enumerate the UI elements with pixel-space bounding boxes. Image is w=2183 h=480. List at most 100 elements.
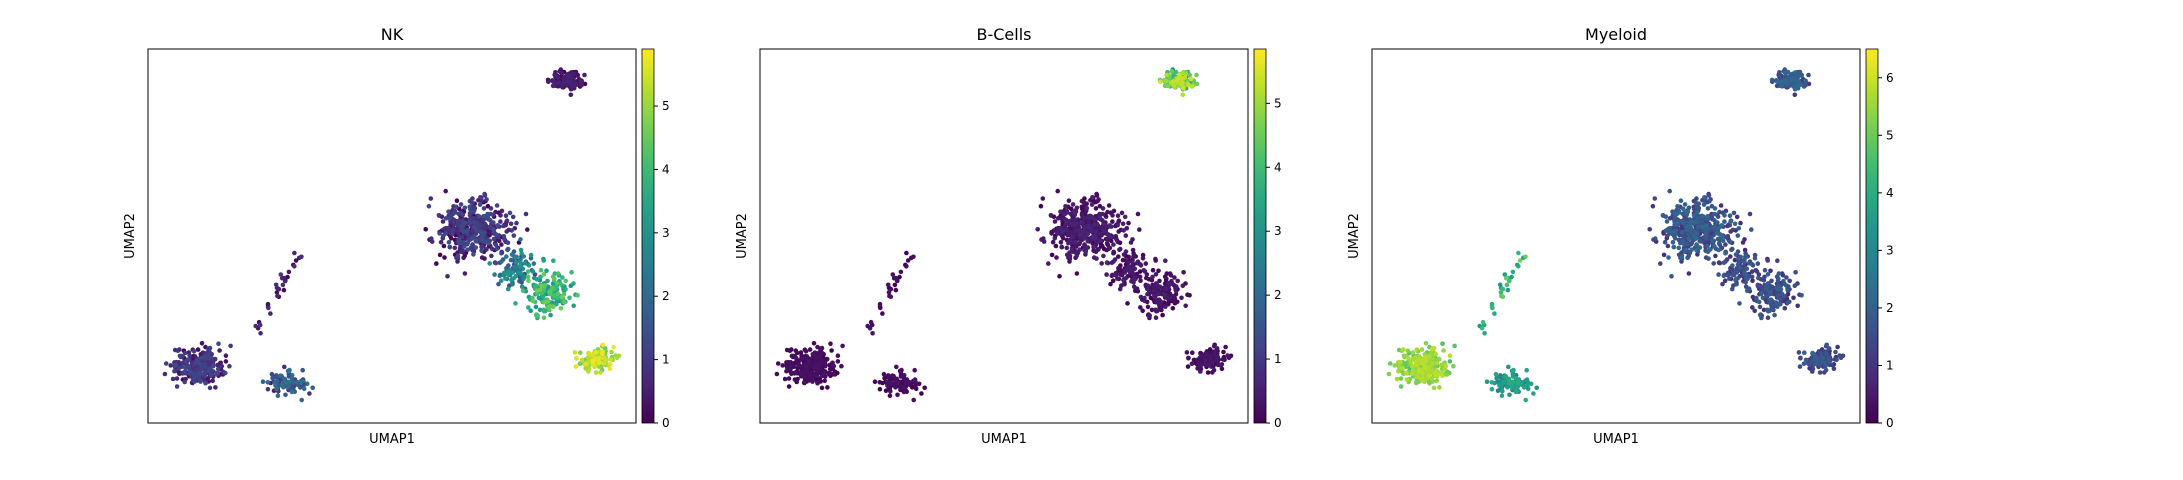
scatter-point xyxy=(442,255,447,260)
scatter-point xyxy=(472,225,477,230)
scatter-point xyxy=(1163,258,1168,264)
scatter-point xyxy=(491,220,496,225)
scatter-point xyxy=(1791,295,1796,301)
scatter-point xyxy=(1516,250,1521,256)
scatter-point xyxy=(272,380,278,386)
scatter-point xyxy=(577,361,583,367)
scatter-point xyxy=(1680,240,1686,245)
scatter-point xyxy=(867,325,873,331)
scatter-point xyxy=(1723,234,1728,240)
scatter-point xyxy=(509,228,514,233)
scatter-point xyxy=(501,270,507,276)
scatter-point xyxy=(1145,304,1151,310)
scatter-point xyxy=(1746,260,1752,266)
scatter-point xyxy=(1434,378,1439,384)
scatter-point xyxy=(1499,393,1505,399)
scatter-point xyxy=(1737,301,1742,306)
scatter-point xyxy=(476,214,482,219)
scatter-point xyxy=(521,276,526,282)
scatter-point xyxy=(1493,371,1499,377)
plot-frame xyxy=(1371,48,1861,424)
scatter-point xyxy=(283,392,288,398)
scatter-point xyxy=(1728,219,1733,225)
scatter-point xyxy=(814,373,819,378)
scatter-point xyxy=(1140,308,1145,314)
scatter-point xyxy=(1123,249,1129,254)
scatter-point xyxy=(1738,254,1743,260)
scatter-point xyxy=(1101,229,1106,234)
scatter-point xyxy=(1081,229,1086,234)
scatter-point xyxy=(465,247,471,252)
scatter-point xyxy=(1715,214,1721,219)
scatter-point xyxy=(1066,240,1071,246)
scatter-point xyxy=(885,282,891,288)
scatter-point xyxy=(571,303,576,309)
scatter-point xyxy=(1170,281,1175,287)
scatter-point xyxy=(1667,188,1672,194)
scatter-point xyxy=(1085,231,1091,236)
scatter-point xyxy=(1396,368,1401,374)
scatter-point xyxy=(1765,258,1770,263)
scatter-point xyxy=(223,353,229,359)
scatter-point xyxy=(1416,354,1422,359)
scatter-point xyxy=(901,373,907,378)
scatter-point xyxy=(1140,252,1146,258)
scatter-point xyxy=(1179,295,1184,301)
scatter-point xyxy=(531,261,537,266)
scatter-point xyxy=(912,367,917,373)
scatter-point xyxy=(485,231,491,237)
scatter-point xyxy=(508,257,514,263)
scatter-point xyxy=(526,305,531,310)
scatter-point xyxy=(1143,261,1149,266)
scatter-point xyxy=(198,370,204,376)
scatter-point xyxy=(1144,286,1150,292)
scatter-point xyxy=(281,287,287,293)
scatter-point xyxy=(510,214,516,220)
scatter-point xyxy=(1702,195,1707,200)
scatter-point xyxy=(519,284,525,290)
scatter-point xyxy=(1422,355,1428,360)
scatter-point xyxy=(227,363,232,369)
scatter-point xyxy=(453,204,459,210)
scatter-point xyxy=(607,362,613,367)
scatter-point xyxy=(459,224,465,229)
scatter-point xyxy=(905,381,911,387)
scatter-point xyxy=(1067,259,1072,264)
scatter-point xyxy=(174,384,180,389)
scatter-point xyxy=(911,397,916,403)
scatter-point xyxy=(1140,255,1146,261)
scatter-point xyxy=(1189,361,1195,367)
scatter-point xyxy=(1757,312,1763,318)
scatter-point xyxy=(219,363,225,369)
scatter-point xyxy=(1679,259,1684,264)
scatter-point xyxy=(518,247,524,253)
scatter-point xyxy=(1125,301,1130,306)
scatter-point xyxy=(449,231,454,236)
scatter-point xyxy=(498,219,503,224)
scatter-point xyxy=(528,255,534,261)
scatter-point xyxy=(505,247,510,253)
scatter-point xyxy=(214,371,219,377)
plot-frame xyxy=(759,48,1249,424)
scatter-point xyxy=(462,205,468,211)
scatter-point xyxy=(1685,255,1690,261)
scatter-point xyxy=(1413,360,1419,365)
scatter-point xyxy=(473,245,479,250)
scatter-point xyxy=(1779,83,1784,89)
scatter-point xyxy=(1653,236,1658,241)
scatter-point xyxy=(1762,267,1768,273)
colorbar-tick-label: 1 xyxy=(1274,352,1282,366)
scatter-point xyxy=(506,271,511,277)
scatter-point xyxy=(1116,265,1121,271)
scatter-point xyxy=(1752,308,1757,314)
scatter-point xyxy=(1092,222,1097,227)
scatter-point xyxy=(1689,247,1694,252)
scatter-point xyxy=(1798,82,1803,88)
scatter-point xyxy=(1167,271,1173,276)
scatter-point xyxy=(1754,295,1759,301)
scatter-point xyxy=(1742,271,1748,277)
scatter-point xyxy=(265,380,271,385)
scatter-point xyxy=(1754,269,1760,274)
scatter-point xyxy=(1500,388,1505,394)
scatter-point xyxy=(1737,265,1743,270)
